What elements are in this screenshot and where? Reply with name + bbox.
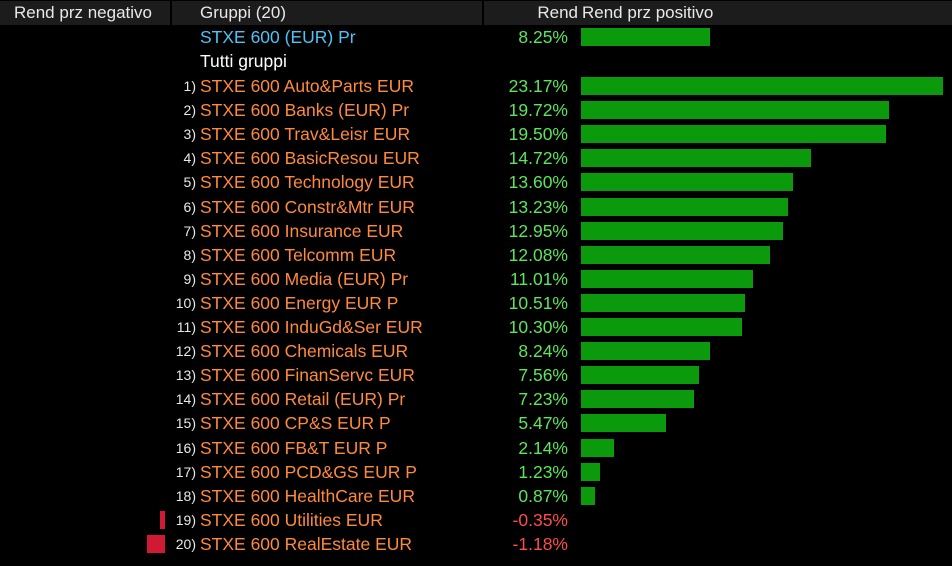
header-groups[interactable]: Gruppi (20) (172, 1, 482, 25)
positive-bar (581, 439, 614, 457)
row-value-label: 12.95% (508, 221, 568, 241)
row-value-label: 13.23% (508, 197, 568, 217)
row-rank: 1) (183, 78, 196, 94)
positive-bar (581, 149, 811, 167)
row-sector-name[interactable]: STXE 600 Auto&Parts EUR (200, 76, 414, 96)
row-sector-name[interactable]: STXE 600 Technology EUR (200, 172, 415, 192)
row-sector-name[interactable]: STXE 600 InduGd&Ser EUR (200, 317, 423, 337)
row-rank: 12) (175, 343, 196, 359)
row-value-label: 7.56% (518, 365, 568, 385)
row-rank: 20) (175, 536, 196, 552)
positive-bar (581, 246, 770, 264)
row-value-label: 5.47% (518, 413, 568, 433)
positive-bar (581, 125, 886, 143)
row-sector-name[interactable]: STXE 600 PCD&GS EUR P (200, 462, 417, 482)
positive-bar (581, 222, 783, 240)
row-rank: 14) (175, 391, 196, 407)
row-rank: 8) (183, 247, 196, 263)
row-value-label: -0.35% (512, 510, 568, 530)
row-value-label: 11.01% (509, 269, 568, 289)
row-sector-name[interactable]: STXE 600 Telcomm EUR (200, 245, 397, 265)
row-sector-name[interactable]: STXE 600 Chemicals EUR (200, 341, 409, 361)
positive-bar (581, 487, 595, 505)
row-rank: 2) (183, 102, 196, 118)
positive-bar (581, 318, 742, 336)
row-sector-name[interactable]: STXE 600 Banks (EUR) Pr (200, 100, 410, 120)
positive-bar (581, 414, 666, 432)
positive-bar (581, 173, 793, 191)
row-sector-name[interactable]: STXE 600 Insurance EUR (200, 221, 404, 241)
row-value-label: 19.50% (508, 124, 568, 144)
row-sector-name[interactable]: STXE 600 RealEstate EUR (200, 534, 413, 554)
row-value-label: 7.23% (518, 389, 568, 409)
row-sector-name[interactable]: STXE 600 FB&T EUR P (200, 438, 388, 458)
row-rank: 18) (175, 488, 196, 504)
row-value-label: 2.14% (518, 438, 568, 458)
positive-bar (581, 101, 889, 119)
positive-bar (581, 270, 753, 288)
positive-bar (581, 366, 699, 384)
row-rank: 16) (175, 440, 196, 456)
row-value-label: 1.23% (518, 462, 568, 482)
row-sector-name[interactable]: STXE 600 Constr&Mtr EUR (200, 197, 415, 217)
row-value-label: 10.30% (508, 317, 568, 337)
row-sector-name[interactable]: STXE 600 Utilities EUR (200, 510, 383, 530)
row-value-label: 10.51% (508, 293, 568, 313)
row-rank: 4) (183, 150, 196, 166)
row-rank: 3) (183, 126, 196, 142)
header-positive-return[interactable]: Rend prz positivo (580, 1, 952, 25)
positive-bar (581, 294, 745, 312)
benchmark-bar (581, 28, 710, 46)
header-negative-return[interactable]: Rend prz negativo (0, 1, 170, 25)
negative-bar (160, 511, 165, 529)
row-value-label: 8.24% (518, 341, 568, 361)
benchmark-value: 8.25% (518, 27, 568, 47)
row-sector-name[interactable]: STXE 600 Trav&Leisr EUR (200, 124, 411, 144)
positive-bar (581, 342, 710, 360)
row-rank: 15) (175, 415, 196, 431)
row-rank: 5) (183, 174, 196, 190)
row-rank: 19) (175, 512, 196, 528)
row-value-label: 0.87% (518, 486, 568, 506)
row-value-label: 13.60% (508, 172, 568, 192)
row-sector-name[interactable]: STXE 600 HealthCare EUR (200, 486, 415, 506)
row-value-label: -1.18% (512, 534, 568, 554)
row-rank: 6) (183, 199, 196, 215)
positive-bar (581, 77, 943, 95)
row-rank: 17) (175, 464, 196, 480)
negative-bar (147, 535, 165, 553)
row-sector-name[interactable]: STXE 600 FinanServc EUR (200, 365, 415, 385)
row-value-label: 12.08% (508, 245, 568, 265)
row-value-label: 14.72% (508, 148, 568, 168)
row-sector-name[interactable]: STXE 600 Energy EUR P (200, 293, 399, 313)
row-value-label: 23.17% (508, 76, 568, 96)
positive-bar (581, 463, 600, 481)
section-label: Tutti gruppi (200, 51, 287, 71)
row-rank: 7) (183, 223, 196, 239)
positive-bar (581, 198, 788, 216)
row-rank: 11) (176, 319, 196, 335)
row-sector-name[interactable]: STXE 600 Retail (EUR) Pr (200, 389, 406, 409)
row-sector-name[interactable]: STXE 600 CP&S EUR P (200, 413, 391, 433)
row-rank: 9) (183, 271, 196, 287)
row-rank: 13) (175, 367, 196, 383)
row-value-label: 19.72% (508, 100, 568, 120)
positive-bar (581, 390, 694, 408)
benchmark-name[interactable]: STXE 600 (EUR) Pr (200, 27, 356, 47)
header-return[interactable]: Rend (484, 1, 580, 25)
row-sector-name[interactable]: STXE 600 Media (EUR) Pr (200, 269, 409, 289)
row-rank: 10) (175, 295, 196, 311)
row-sector-name[interactable]: STXE 600 BasicResou EUR (200, 148, 420, 168)
